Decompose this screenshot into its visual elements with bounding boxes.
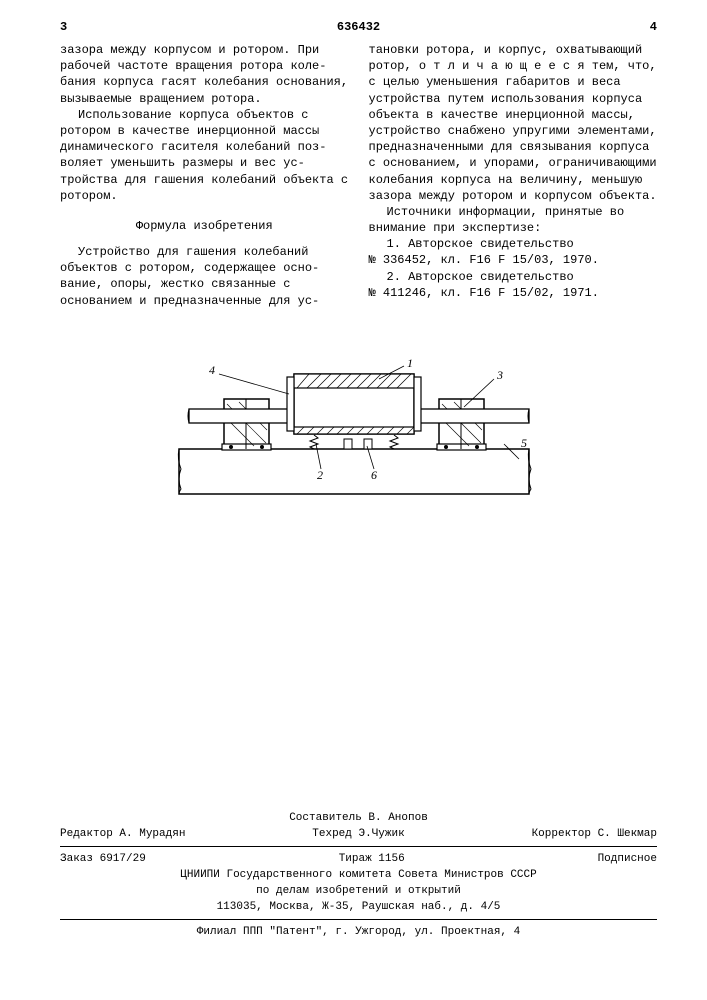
org2: по делам изобретений и открытий <box>60 883 657 899</box>
techred: Техред Э.Чужик <box>312 828 404 840</box>
left-column: зазора между корпусом и ротором. При раб… <box>60 42 349 309</box>
fig-label-3: 3 <box>496 368 503 382</box>
ref2b: № 411246, кл. F16 F 15/02, 1971. <box>369 285 658 301</box>
org1: ЦНИИПИ Государственного комитета Совета … <box>60 867 657 883</box>
corrector: Корректор С. Шекмар <box>532 828 657 840</box>
fig-label-4: 4 <box>209 363 215 377</box>
right-p2: Источники информации, принятые во вниман… <box>369 204 658 236</box>
fig-label-1: 1 <box>407 356 413 370</box>
doc-number: 636432 <box>337 20 380 34</box>
text-columns: зазора между корпусом и ротором. При раб… <box>60 42 657 309</box>
figure: 1 3 4 5 2 6 <box>60 329 657 519</box>
page-num-left: 3 <box>60 20 67 34</box>
ref2a: 2. Авторское свидетельство <box>369 269 658 285</box>
editor: Редактор А. Мурадян <box>60 828 185 840</box>
addr: 113035, Москва, Ж-35, Раушская наб., д. … <box>60 899 657 915</box>
fig-label-5: 5 <box>521 436 527 450</box>
right-p1: тановки ротора, и корпус, охватываю­щий … <box>369 42 658 204</box>
figure-svg: 1 3 4 5 2 6 <box>149 329 569 519</box>
right-column: тановки ротора, и корпус, охватываю­щий … <box>369 42 658 309</box>
page-num-right: 4 <box>650 20 657 34</box>
tirage: Тираж 1156 <box>339 853 405 865</box>
left-p3: Устройство для гашения колебаний объекто… <box>60 244 349 309</box>
sub: Подписное <box>598 853 657 865</box>
branch: Филиал ППП "Патент", г. Ужгород, ул. Про… <box>60 924 657 940</box>
ref1b: № 336452, кл. F16 F 15/03, 1970. <box>369 252 658 268</box>
ref1a: 1. Авторское свидетельство <box>369 236 658 252</box>
left-p2: Использование корпуса объектов с ротором… <box>60 107 349 204</box>
composer: Составитель В. Анопов <box>60 810 657 826</box>
footer: Составитель В. Анопов Редактор А. Мурадя… <box>60 810 657 940</box>
left-p1: зазора между корпусом и ротором. При раб… <box>60 42 349 107</box>
order: Заказ 6917/29 <box>60 853 146 865</box>
fig-label-2: 2 <box>317 468 323 482</box>
formula-title: Формула изобретения <box>60 218 349 234</box>
fig-label-6: 6 <box>371 468 377 482</box>
